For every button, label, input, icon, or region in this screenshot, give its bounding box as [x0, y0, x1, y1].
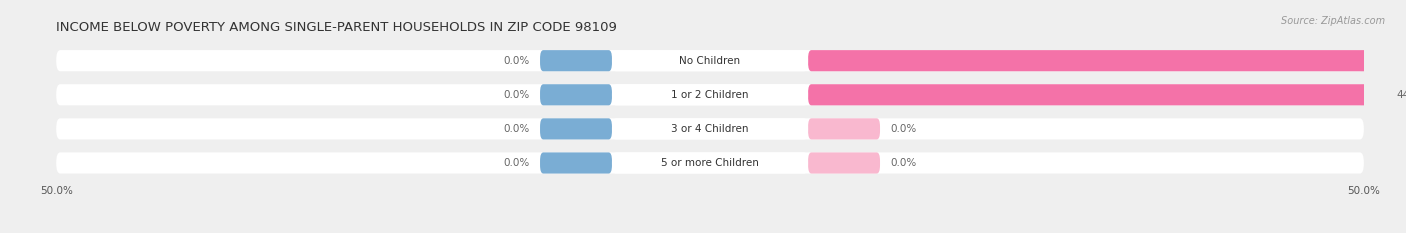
FancyBboxPatch shape: [612, 84, 808, 105]
Text: 1 or 2 Children: 1 or 2 Children: [671, 90, 749, 100]
FancyBboxPatch shape: [56, 84, 1364, 105]
FancyBboxPatch shape: [808, 152, 880, 174]
FancyBboxPatch shape: [56, 152, 1364, 174]
FancyBboxPatch shape: [808, 84, 1386, 105]
FancyBboxPatch shape: [56, 50, 1364, 71]
Text: No Children: No Children: [679, 56, 741, 66]
Text: Source: ZipAtlas.com: Source: ZipAtlas.com: [1281, 16, 1385, 26]
FancyBboxPatch shape: [612, 152, 808, 174]
Text: 0.0%: 0.0%: [503, 158, 530, 168]
FancyBboxPatch shape: [30, 146, 1391, 180]
Text: 0.0%: 0.0%: [890, 158, 917, 168]
Text: 0.0%: 0.0%: [503, 124, 530, 134]
FancyBboxPatch shape: [540, 152, 612, 174]
Text: 3 or 4 Children: 3 or 4 Children: [671, 124, 749, 134]
FancyBboxPatch shape: [30, 44, 1391, 78]
Text: 0.0%: 0.0%: [503, 56, 530, 66]
FancyBboxPatch shape: [808, 50, 1396, 71]
Text: 44.2%: 44.2%: [1396, 90, 1406, 100]
FancyBboxPatch shape: [808, 118, 880, 140]
FancyBboxPatch shape: [30, 112, 1391, 146]
Text: 0.0%: 0.0%: [890, 124, 917, 134]
Text: INCOME BELOW POVERTY AMONG SINGLE-PARENT HOUSEHOLDS IN ZIP CODE 98109: INCOME BELOW POVERTY AMONG SINGLE-PARENT…: [56, 21, 617, 34]
Text: 0.0%: 0.0%: [503, 90, 530, 100]
Text: 5 or more Children: 5 or more Children: [661, 158, 759, 168]
FancyBboxPatch shape: [540, 118, 612, 140]
FancyBboxPatch shape: [30, 78, 1391, 112]
FancyBboxPatch shape: [540, 50, 612, 71]
FancyBboxPatch shape: [612, 118, 808, 140]
FancyBboxPatch shape: [56, 118, 1364, 140]
FancyBboxPatch shape: [612, 50, 808, 71]
FancyBboxPatch shape: [540, 84, 612, 105]
